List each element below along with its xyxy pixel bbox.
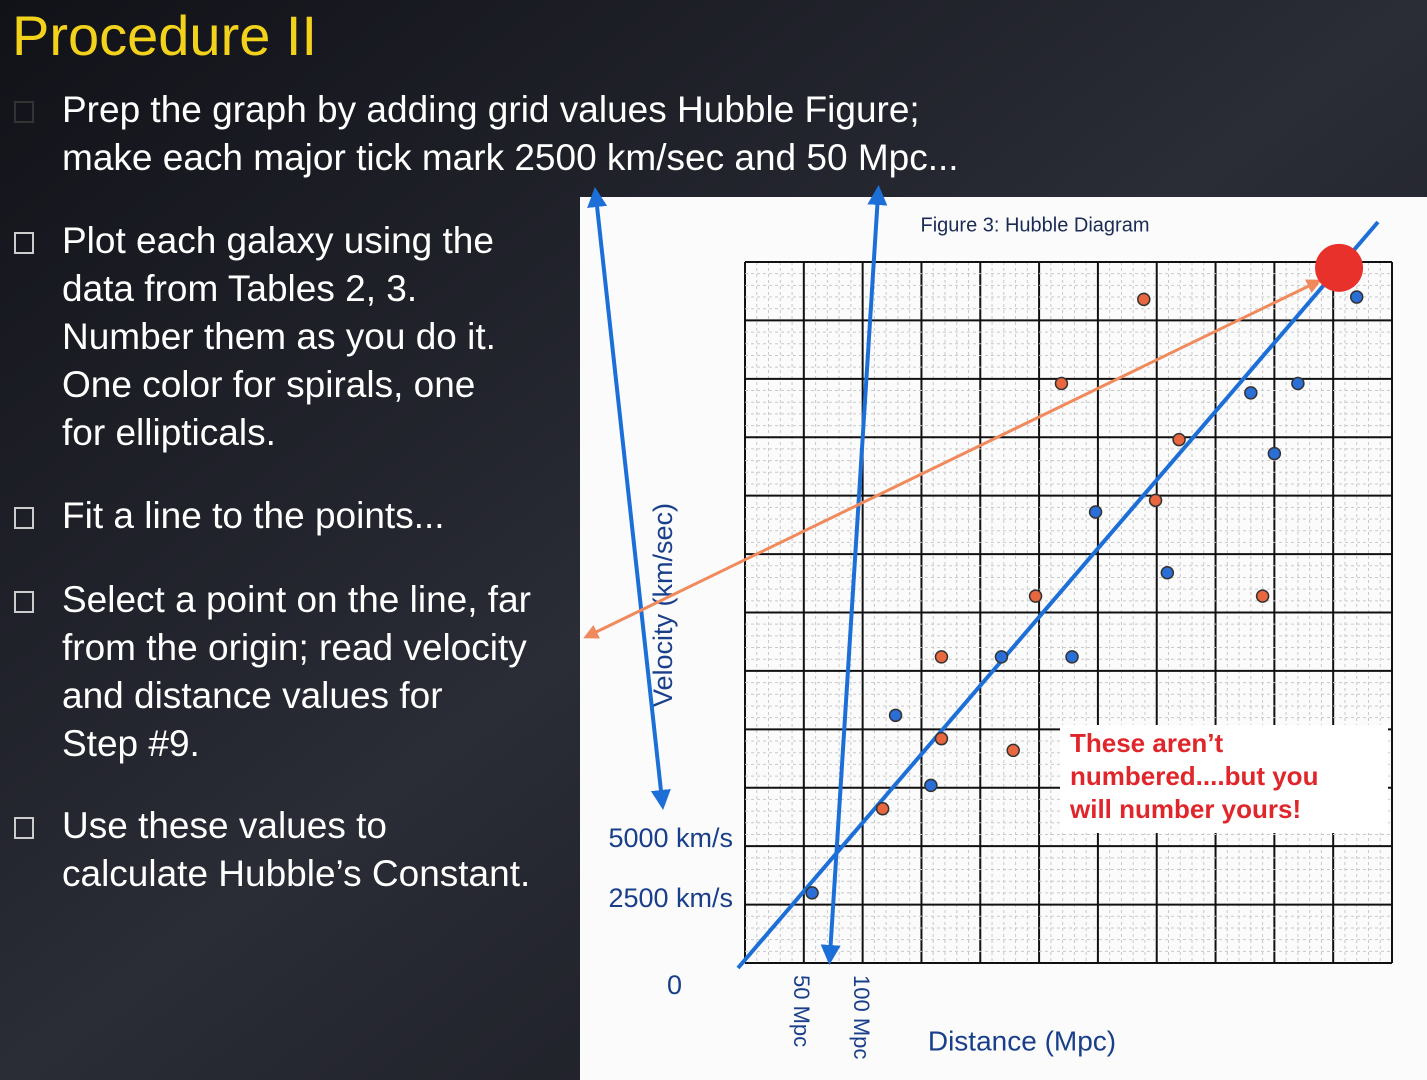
bullet-text: make each major tick mark 2500 km/sec an… bbox=[62, 137, 959, 178]
data-point bbox=[1088, 505, 1103, 519]
checkbox bbox=[14, 101, 34, 123]
bullet-text: Step #9. bbox=[62, 723, 200, 764]
data-point bbox=[1172, 432, 1186, 447]
bullet-text: for ellipticals. bbox=[62, 412, 276, 453]
bullet-text: Select a point on the line, far bbox=[62, 579, 531, 620]
data-point bbox=[805, 886, 819, 900]
x-annotation: 50 Mpc bbox=[789, 975, 814, 1047]
data-point bbox=[1137, 292, 1151, 307]
data-point bbox=[994, 650, 1009, 664]
bullet-text: and distance values for bbox=[62, 675, 443, 716]
checkbox bbox=[14, 507, 34, 529]
selected-point bbox=[1315, 243, 1364, 292]
y-annotation: 5000 km/s bbox=[608, 823, 733, 853]
x-axis-label: Distance (Mpc) bbox=[928, 1025, 1116, 1056]
bullet-text: data from Tables 2, 3. bbox=[62, 268, 417, 309]
note-box bbox=[1060, 725, 1388, 833]
data-point bbox=[1054, 376, 1069, 391]
data-point bbox=[1291, 376, 1305, 391]
data-point bbox=[934, 731, 949, 746]
data-point bbox=[1244, 386, 1258, 400]
checkbox bbox=[14, 817, 34, 839]
data-point bbox=[875, 802, 890, 816]
data-point bbox=[1267, 446, 1282, 461]
note-text: will number yours! bbox=[1069, 794, 1301, 824]
data-point bbox=[934, 650, 949, 664]
x-annotation: 100 Mpc bbox=[849, 975, 874, 1059]
data-point bbox=[1148, 493, 1163, 508]
figure-title: Figure 3: Hubble Diagram bbox=[921, 214, 1150, 236]
data-point bbox=[1160, 566, 1175, 580]
note-text: These aren’t bbox=[1070, 728, 1224, 758]
data-point bbox=[1349, 290, 1364, 304]
data-point bbox=[1028, 589, 1043, 603]
bullet-text: from the origin; read velocity bbox=[62, 627, 527, 668]
y-annotation: 2500 km/s bbox=[608, 883, 733, 913]
data-point bbox=[1065, 650, 1079, 664]
bullet-text: Prep the graph by adding grid values Hub… bbox=[62, 89, 920, 130]
data-point bbox=[1006, 743, 1020, 758]
data-point bbox=[1255, 589, 1270, 603]
checkbox bbox=[14, 232, 34, 254]
bullet-text: Plot each galaxy using the bbox=[62, 220, 494, 261]
bullet-text: One color for spirals, one bbox=[62, 364, 475, 405]
data-point bbox=[924, 778, 938, 793]
note-text: numbered....but you bbox=[1070, 761, 1318, 791]
slide-title: Procedure II bbox=[12, 4, 317, 67]
bullet-text: Use these values to bbox=[62, 805, 387, 846]
checkbox bbox=[14, 591, 34, 613]
bullet-text: calculate Hubble’s Constant. bbox=[62, 853, 530, 894]
bullet-text: Number them as you do it. bbox=[62, 316, 496, 357]
arrow bbox=[583, 279, 1322, 639]
data-point bbox=[888, 708, 903, 723]
bullet-text: Fit a line to the points... bbox=[62, 495, 445, 536]
y-annotation: 0 bbox=[667, 970, 682, 1000]
